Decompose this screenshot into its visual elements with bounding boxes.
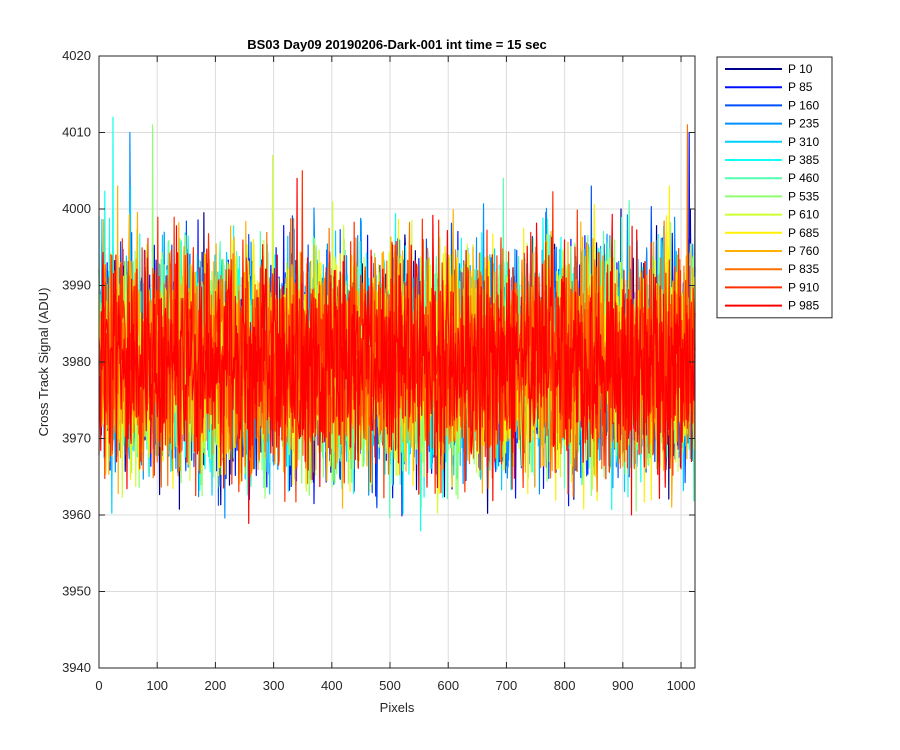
x-tick-label: 200 (205, 678, 227, 693)
y-tick-label: 4020 (62, 48, 91, 63)
legend-entry: P 985 (788, 299, 819, 313)
y-axis-label: Cross Track Signal (ADU) (36, 288, 51, 437)
legend-entry: P 760 (788, 244, 819, 258)
x-tick-label: 400 (321, 678, 343, 693)
legend-entry: P 385 (788, 153, 819, 167)
legend-entry: P 10 (788, 62, 813, 76)
legend-entry: P 310 (788, 135, 819, 149)
y-tick-label: 4000 (62, 201, 91, 216)
y-tick-label: 3980 (62, 354, 91, 369)
legend-entry: P 835 (788, 262, 819, 276)
chart-title: BS03 Day09 20190206-Dark-001 int time = … (247, 37, 547, 52)
x-tick-label: 500 (379, 678, 401, 693)
x-tick-label: 1000 (667, 678, 696, 693)
series-lines (98, 116, 696, 532)
x-tick-label: 800 (554, 678, 576, 693)
y-tick-label: 3970 (62, 431, 91, 446)
y-tick-label: 4010 (62, 125, 91, 140)
legend: P 10 P 85 P 160 P 235 P 310 P 385 P 460 P 535 P … (716, 56, 833, 319)
legend-box (716, 56, 833, 319)
y-tick-label: 3960 (62, 507, 91, 522)
x-tick-label: 900 (612, 678, 634, 693)
x-tick-label: 300 (263, 678, 285, 693)
legend-entry: P 535 (788, 189, 819, 203)
legend-entry: P 685 (788, 226, 819, 240)
axis-ticks: 0 100 200 300 400 500 600 700 800 900 1000 3940 3950… (62, 48, 695, 693)
series-line-p985 (98, 177, 696, 525)
x-tick-label: 100 (146, 678, 168, 693)
y-tick-label: 3940 (62, 660, 91, 675)
x-tick-label: 0 (95, 678, 102, 693)
legend-entry: P 910 (788, 280, 819, 294)
y-tick-label: 3990 (62, 278, 91, 293)
y-tick-label: 3950 (62, 584, 91, 599)
x-axis-label: Pixels (380, 700, 415, 715)
legend-entry: P 460 (788, 171, 819, 185)
x-tick-label: 600 (437, 678, 459, 693)
legend-entry: P 235 (788, 117, 819, 131)
legend-entry: P 85 (788, 80, 813, 94)
x-tick-label: 700 (496, 678, 518, 693)
legend-entry: P 160 (788, 98, 819, 112)
legend-entry: P 610 (788, 208, 819, 222)
